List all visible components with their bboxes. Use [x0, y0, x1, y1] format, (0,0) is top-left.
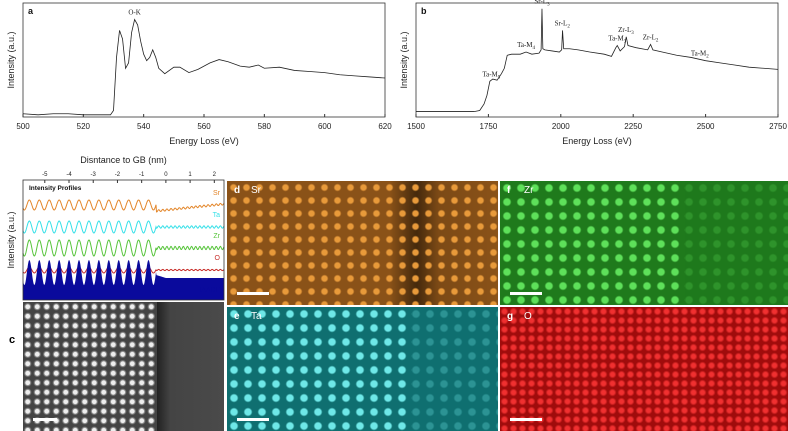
x-tick-label: -2: [115, 172, 121, 178]
x-tick-label: -3: [91, 172, 97, 178]
x-tick-label: 2750: [769, 122, 787, 131]
y-axis-label: Intensity (a.u.): [399, 31, 409, 88]
x-tick-label: 2000: [552, 122, 570, 131]
scale-bar: [237, 292, 269, 295]
scale-bar: [33, 418, 57, 421]
chart-a: 500 520 540 560 580 600 620 Energy Loss (eV) Int…: [6, 2, 392, 146]
series-label: Sr: [213, 190, 221, 197]
profile-zr: [22, 239, 225, 257]
edge-annotation: O-K: [128, 9, 140, 17]
edge-annotation: Ta-M5: [482, 70, 500, 80]
element-label: Sr: [251, 185, 261, 196]
x-tick-label: -4: [66, 172, 72, 178]
x-tick-label: 1750: [480, 122, 498, 131]
element-label: Ta: [251, 311, 262, 322]
x-tick-label: 1500: [407, 122, 425, 131]
y-axis-label: Intensity (a.u.): [6, 211, 16, 268]
x-tick-label: 560: [197, 122, 211, 131]
x-tick-label: -5: [42, 172, 48, 178]
profile-ta: [22, 220, 225, 234]
series-label: O: [215, 255, 221, 262]
edge-annotation: Ta-M3: [608, 35, 626, 45]
series-label: HAADF: [196, 287, 220, 294]
edge-annotation: Ta-M2: [691, 50, 709, 60]
series-label: Ta: [213, 212, 221, 219]
x-tick-label: 520: [77, 122, 91, 131]
sr-map: d Sr: [227, 181, 498, 305]
x-tick-label: 620: [378, 122, 392, 131]
scale-bar: [510, 418, 542, 421]
profile-o: [22, 266, 225, 274]
spectrum-line: [416, 8, 779, 112]
x-axis-label: Energy Loss (eV): [562, 136, 632, 146]
element-label: O: [524, 311, 532, 322]
panel-label-g: g: [507, 311, 514, 322]
edge-annotation: Zr-L2: [643, 33, 659, 43]
x-tick-label: 1: [188, 172, 192, 178]
edge-annotation: Ta-M4: [517, 41, 535, 51]
x-tick-label: 0: [164, 172, 168, 178]
element-label: Zr: [524, 185, 534, 196]
edge-annotation: Sr-L2: [555, 19, 571, 29]
x-tick-label: 500: [16, 122, 30, 131]
inner-title: Intensity Profiles: [29, 185, 82, 192]
plot-frame: [22, 179, 225, 301]
x-tick-label: 600: [318, 122, 332, 131]
y-axis-label: Intensity (a.u.): [6, 31, 16, 88]
scale-bar: [510, 292, 542, 295]
chart-profiles: Disntance to GB (nm) -5 -4 -3 -2 -1 0 1 2 Intensi…: [6, 155, 225, 301]
panel-label-d: d: [234, 185, 241, 196]
plot-frame: [415, 2, 779, 118]
panel-label: a: [28, 6, 34, 16]
panel-label-c: c: [9, 334, 16, 346]
panel-label-e: e: [234, 311, 240, 322]
x-axis-title: Disntance to GB (nm): [80, 155, 167, 165]
x-tick-label: 540: [137, 122, 151, 131]
profile-haadf: [23, 260, 224, 300]
x-tick-label: 2500: [697, 122, 715, 131]
x-axis-label: Energy Loss (eV): [169, 136, 239, 146]
haadf-image: [23, 302, 224, 431]
series-label: Zr: [213, 233, 220, 240]
zr-map: f Zr: [500, 181, 788, 305]
edge-annotation: Sr-L3: [534, 0, 550, 8]
x-tick-label: -1: [139, 172, 145, 178]
plot-frame: [22, 2, 386, 118]
scale-bar: [237, 418, 269, 421]
x-tick-label: 580: [258, 122, 272, 131]
panel-label: b: [421, 6, 427, 16]
spectrum-line: [22, 18, 386, 116]
profile-sr: [22, 199, 225, 213]
edge-annotation: Zr-L3: [618, 26, 634, 36]
ta-map: e Ta: [227, 307, 498, 431]
x-tick-label: 2250: [624, 122, 642, 131]
grain-boundary-region: [157, 302, 224, 431]
x-tick-label: 2: [213, 172, 217, 178]
panel-label-f: f: [507, 185, 511, 196]
chart-b: 1500 1750 2000 2250 2500 2750 Energy Loss (eV)…: [399, 0, 787, 146]
